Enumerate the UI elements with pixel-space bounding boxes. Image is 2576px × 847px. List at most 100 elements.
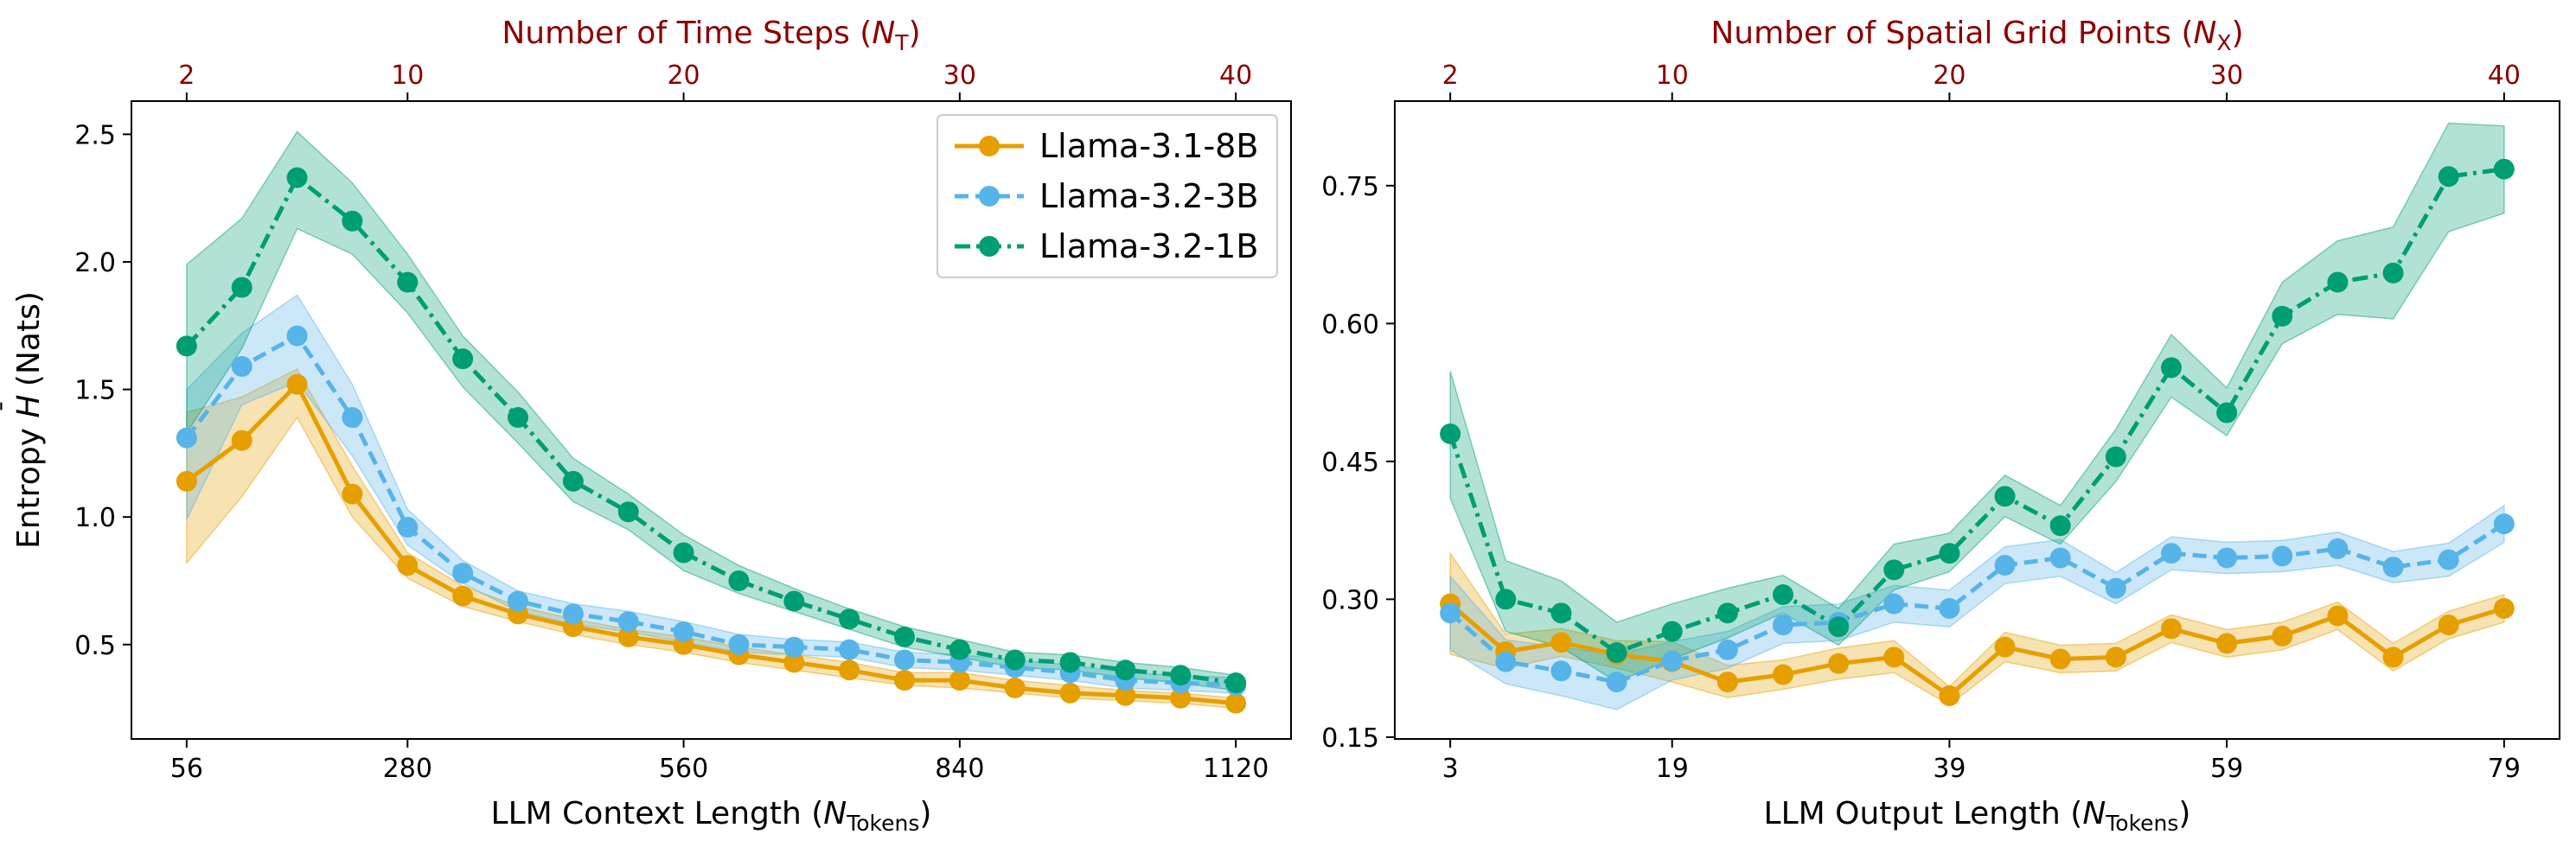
right-point-llama-3-2-3b	[1883, 593, 1905, 615]
left-point-llama-3-2-3b	[673, 621, 694, 643]
left-point-llama-3-1-8b	[1170, 687, 1192, 709]
right-point-llama-3-2-1b	[1495, 589, 1517, 610]
right-point-llama-3-1-8b	[2272, 625, 2293, 646]
legend-entry: Llama-3.2-1B	[1039, 227, 1258, 265]
right-point-llama-3-1-8b	[2105, 646, 2126, 668]
right-x-tick-label: 79	[2488, 754, 2521, 784]
right-point-llama-3-2-1b	[1440, 423, 1461, 444]
left-point-llama-3-2-1b	[342, 210, 363, 232]
left-point-llama-3-2-1b	[1059, 652, 1081, 673]
right-point-llama-3-2-3b	[2216, 547, 2238, 569]
legend-marker	[979, 236, 1000, 257]
right-point-llama-3-1-8b	[2327, 605, 2349, 627]
right-top-tick-label: 10	[1656, 60, 1689, 91]
left-series-markers	[176, 167, 1247, 714]
right-point-llama-3-2-3b	[1440, 602, 1461, 624]
left-point-llama-3-1-8b	[617, 626, 639, 647]
right-point-llama-3-2-1b	[1883, 559, 1905, 581]
right-top-axis-label: Number of Spatial Grid Points (NX)	[1710, 16, 2243, 55]
left-point-llama-3-2-1b	[728, 570, 750, 591]
right-point-llama-3-2-1b	[2161, 357, 2182, 379]
right-x-tick-label: 3	[1442, 754, 1459, 784]
left-y-tick-label: 1.5	[74, 376, 116, 406]
left-point-llama-3-2-1b	[617, 501, 639, 523]
legend-marker	[979, 136, 1000, 156]
right-point-llama-3-2-1b	[2105, 446, 2126, 468]
right-series-markers	[1440, 158, 2515, 707]
right-y-tick-label: 0.30	[1321, 585, 1379, 615]
legend: Llama-3.1-8B Llama-3.2-3B Llama-3.2-1B	[936, 114, 1278, 278]
left-top-tick-label: 2	[178, 60, 195, 91]
right-y-tick-label: 0.60	[1321, 309, 1379, 340]
right-point-llama-3-1-8b	[2161, 618, 2182, 640]
left-point-llama-3-2-3b	[839, 639, 860, 660]
left-x-tick-label: 560	[659, 754, 708, 784]
right-point-llama-3-2-1b	[1606, 642, 1627, 664]
right-point-llama-3-2-1b	[1661, 621, 1683, 642]
right-point-llama-3-2-3b	[2049, 547, 2071, 569]
left-point-llama-3-2-1b	[783, 590, 805, 612]
right-point-llama-3-2-1b	[2493, 158, 2515, 180]
left-point-llama-3-2-3b	[286, 325, 308, 347]
left-point-llama-3-2-3b	[728, 634, 750, 655]
left-point-llama-3-2-1b	[562, 470, 584, 492]
left-panel: 56 280 560 840 1120 0.5 1.0 1.5 2.0 2.5 2 10 20 30 4…	[0, 16, 1292, 836]
left-y-tick-label: 2.0	[74, 248, 116, 278]
left-point-llama-3-2-3b	[342, 407, 363, 429]
right-point-llama-3-2-3b	[2327, 538, 2349, 559]
left-top-tick-label: 10	[391, 60, 424, 91]
right-point-llama-3-2-3b	[1994, 555, 2016, 576]
left-point-llama-3-1-8b	[1115, 685, 1136, 706]
left-top-tick-label: 40	[1219, 60, 1252, 91]
right-point-llama-3-1-8b	[1716, 672, 1738, 693]
left-point-llama-3-1-8b	[1004, 677, 1026, 698]
right-point-llama-3-2-1b	[1550, 602, 1572, 624]
right-point-llama-3-2-1b	[2327, 271, 2349, 293]
left-point-llama-3-2-3b	[508, 590, 528, 612]
right-point-llama-3-2-3b	[1550, 660, 1572, 682]
right-top-tick-label: 2	[1442, 60, 1459, 91]
right-point-llama-3-2-3b	[2161, 543, 2182, 564]
left-point-llama-3-1-8b	[397, 555, 419, 576]
left-y-tick-label: 1.0	[74, 503, 116, 533]
right-x-ticks: 3 19 39 59 79	[1442, 739, 2521, 784]
left-x-axis-label: LLM Context Length (NTokens)	[491, 796, 932, 836]
right-point-llama-3-2-3b	[1716, 639, 1738, 660]
right-point-llama-3-1-8b	[2438, 615, 2459, 636]
left-point-llama-3-2-3b	[894, 649, 915, 671]
left-point-llama-3-1-8b	[839, 659, 860, 681]
right-point-llama-3-1-8b	[2382, 646, 2404, 668]
right-top-tick-label: 40	[2488, 60, 2521, 91]
right-x-axis-label: LLM Output Length (NTokens)	[1764, 796, 2191, 836]
right-point-llama-3-2-1b	[1994, 486, 2016, 507]
right-point-llama-3-2-3b	[2382, 557, 2404, 578]
right-point-llama-3-2-3b	[1773, 615, 1793, 636]
right-point-llama-3-1-8b	[2216, 633, 2238, 654]
right-top-ticks: 2 10 20 30 40	[1442, 60, 2521, 101]
left-point-llama-3-2-3b	[452, 563, 474, 584]
left-plot-frame	[131, 100, 1292, 740]
right-point-llama-3-2-3b	[2438, 549, 2459, 570]
right-x-tick-label: 59	[2210, 754, 2243, 784]
right-point-llama-3-1-8b	[1994, 636, 2016, 658]
left-point-llama-3-1-8b	[783, 652, 805, 673]
left-y-ticks: 0.5 1.0 1.5 2.0 2.5	[74, 120, 131, 661]
left-point-llama-3-1-8b	[1225, 692, 1247, 714]
left-top-tick-label: 20	[667, 60, 700, 91]
left-x-tick-label: 840	[935, 754, 984, 784]
right-point-llama-3-1-8b	[1550, 632, 1572, 653]
right-point-llama-3-2-3b	[1939, 597, 1960, 619]
left-point-llama-3-2-1b	[949, 639, 970, 660]
left-point-llama-3-2-1b	[839, 608, 860, 630]
left-x-ticks: 56 280 560 840 1120	[170, 739, 1269, 784]
right-y-tick-label: 0.75	[1321, 172, 1379, 202]
right-point-llama-3-1-8b	[2049, 648, 2071, 670]
left-point-llama-3-2-1b	[1115, 659, 1136, 681]
right-point-llama-3-2-1b	[1939, 543, 1960, 564]
legend-marker	[979, 186, 1000, 207]
right-point-llama-3-1-8b	[1939, 685, 1960, 707]
left-point-llama-3-2-1b	[894, 626, 915, 647]
right-point-llama-3-2-3b	[1495, 651, 1517, 672]
right-point-llama-3-2-1b	[2438, 166, 2459, 188]
